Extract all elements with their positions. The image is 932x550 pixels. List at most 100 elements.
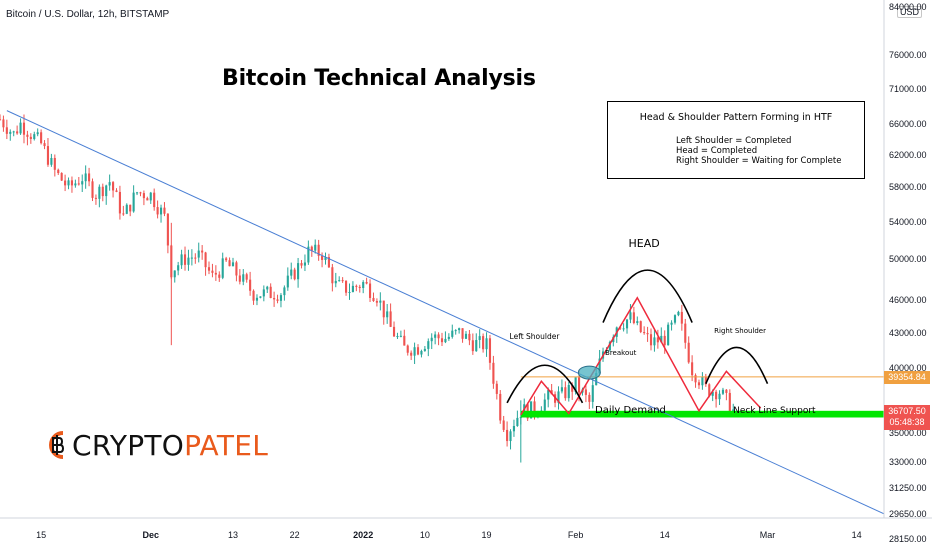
candle-body xyxy=(118,191,121,214)
candle-body xyxy=(595,373,598,386)
candle-body xyxy=(259,296,262,298)
candle-body xyxy=(207,267,211,271)
candle-body xyxy=(53,157,56,170)
candle-body xyxy=(704,376,707,385)
info-line-head: Head = Completed xyxy=(676,146,758,156)
candle-body xyxy=(365,282,368,284)
candle-body xyxy=(351,285,354,292)
candle-body xyxy=(392,326,396,337)
time-tick-label: 14 xyxy=(851,530,862,540)
candle-body xyxy=(629,312,632,320)
candle-body xyxy=(430,337,433,342)
candle-body xyxy=(440,338,444,343)
candle-body xyxy=(632,312,635,324)
candle-body xyxy=(478,336,481,341)
candle-body xyxy=(588,394,591,402)
candle-body xyxy=(252,290,255,301)
candle-body xyxy=(677,311,680,316)
candle-body xyxy=(197,250,200,258)
right-shoulder-label: Right Shoulder xyxy=(714,327,766,335)
candle-body xyxy=(91,181,94,198)
time-tick-label: 19 xyxy=(481,530,492,540)
candle-body xyxy=(598,358,601,374)
candle-body xyxy=(547,390,550,400)
price-tick-label: 50000.00 xyxy=(889,254,927,265)
candle-body xyxy=(649,334,653,346)
daily-demand-label: Daily Demand xyxy=(595,405,666,416)
candle-body xyxy=(297,263,300,280)
cryptopatel-logo: CRYPTOPATEL xyxy=(44,425,268,465)
candle-body xyxy=(29,136,32,140)
candle-body xyxy=(338,280,341,282)
candle-body xyxy=(368,283,372,298)
candle-body xyxy=(2,119,5,128)
candle-body xyxy=(214,272,217,275)
candle-body xyxy=(646,333,649,335)
candle-body xyxy=(276,299,279,301)
candle-body xyxy=(115,190,118,192)
candle-body xyxy=(60,173,63,181)
symbol-title[interactable]: Bitcoin / U.S. Dollar, 12h, BITSTAMP xyxy=(6,9,170,20)
candle-body xyxy=(447,336,450,339)
candle-body xyxy=(84,173,87,182)
candle-body xyxy=(639,321,642,333)
time-tick-label: Dec xyxy=(142,530,159,540)
candle-body xyxy=(715,391,718,400)
candle-body xyxy=(327,257,330,268)
candle-body xyxy=(608,342,611,351)
candle-body xyxy=(362,282,365,289)
candle-body xyxy=(187,257,190,265)
candle-body xyxy=(375,301,378,303)
last-price-value: 36707.50 xyxy=(888,405,926,416)
daily-demand-zone xyxy=(520,410,884,418)
candle-body xyxy=(410,352,413,356)
candle-body xyxy=(670,322,673,325)
candle-body xyxy=(5,127,8,134)
info-line-left-shoulder: Left Shoulder = Completed xyxy=(676,136,792,146)
candle-body xyxy=(16,131,19,134)
logo-text: CRYPTOPATEL xyxy=(72,428,269,462)
candle-body xyxy=(231,262,235,267)
candle-body xyxy=(636,321,639,324)
time-tick-label: Mar xyxy=(759,530,776,540)
candle-body xyxy=(105,185,108,197)
candle-body xyxy=(571,385,574,392)
candle-body xyxy=(314,244,317,251)
candle-body xyxy=(122,213,125,215)
candle-body xyxy=(46,146,50,165)
candle-body xyxy=(279,295,283,301)
candle-body xyxy=(680,311,683,324)
price-tick-label: 46000.00 xyxy=(889,294,927,305)
candle-body xyxy=(653,337,656,346)
candle-body xyxy=(218,274,221,278)
candle-body xyxy=(389,311,392,327)
time-tick-label: 2022 xyxy=(353,530,374,540)
candle-body xyxy=(149,192,152,201)
candle-body xyxy=(101,186,104,197)
candle-body xyxy=(273,297,276,300)
candle-body xyxy=(153,192,156,208)
candle-body xyxy=(427,341,430,349)
candle-body xyxy=(190,257,193,259)
candle-body xyxy=(204,252,207,268)
candle-body xyxy=(530,401,533,419)
candle-body xyxy=(512,425,516,432)
candle-body xyxy=(159,207,163,215)
candle-body xyxy=(9,131,12,134)
candle-body xyxy=(81,181,84,185)
candle-body xyxy=(564,387,567,399)
currency-badge[interactable]: USD xyxy=(897,6,923,18)
head-arc xyxy=(602,269,693,323)
candle-body xyxy=(19,122,22,134)
price-tick-label: 28150.00 xyxy=(889,533,927,544)
price-tick-label: 76000.00 xyxy=(889,50,927,61)
head-label: HEAD xyxy=(629,237,660,250)
candle-body xyxy=(180,254,183,266)
candle-body xyxy=(67,180,70,186)
candle-body xyxy=(708,384,711,396)
candle-body xyxy=(543,399,546,411)
candle-body xyxy=(475,340,478,352)
candle-body xyxy=(341,280,344,282)
candle-body xyxy=(108,182,111,186)
